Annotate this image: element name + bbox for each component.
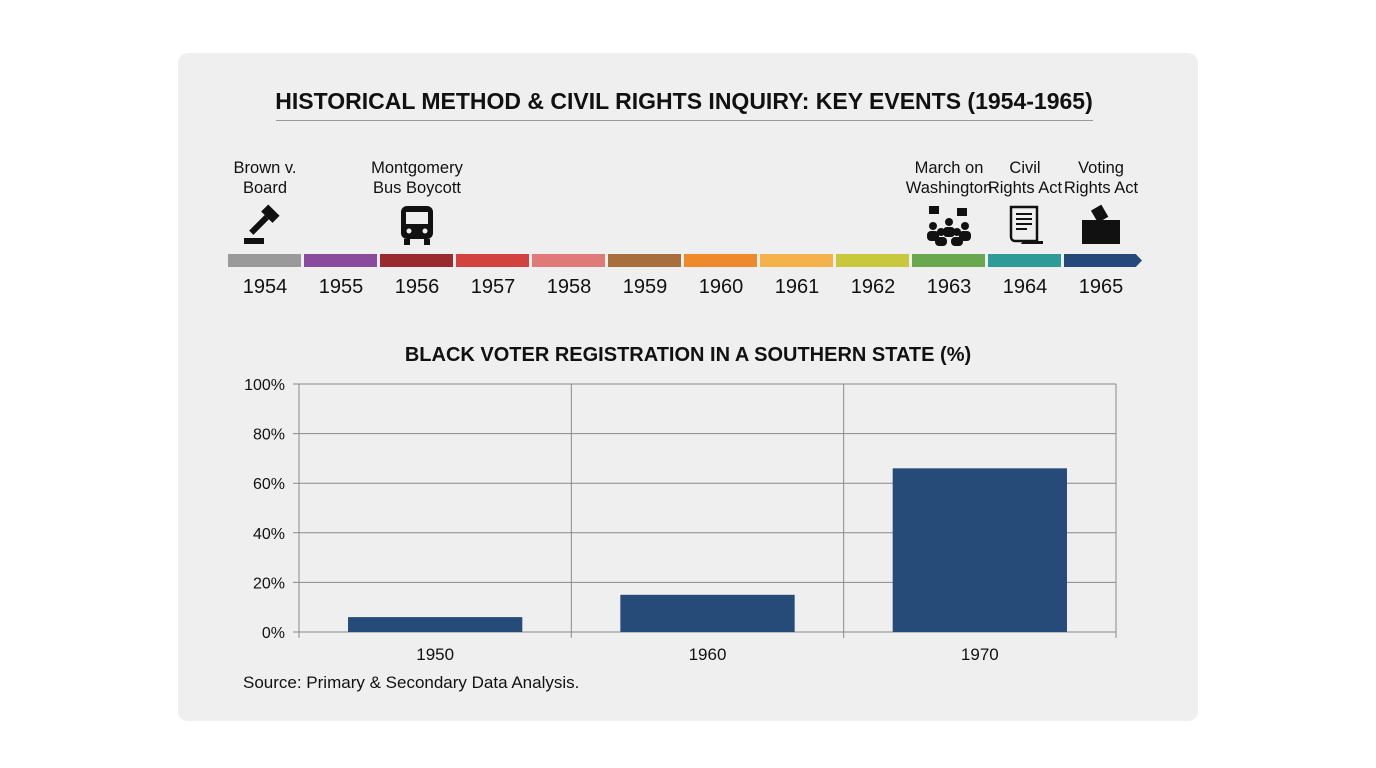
event-label-line2: Rights Act [987, 179, 1063, 197]
title-divider [276, 120, 1093, 121]
event-label-line2: Washington [905, 179, 993, 197]
timeline-year: 1958 [546, 276, 592, 298]
y-tick-label: 0% [262, 625, 285, 642]
event-label-line2: Bus Boycott [372, 179, 462, 197]
event-label-line2: Rights Act [1063, 179, 1139, 197]
event-label-line1: Montgomery [371, 159, 463, 177]
timeline-year: 1959 [622, 276, 668, 298]
timeline-segment-1962 [836, 254, 909, 267]
timeline-segment-1956 [380, 254, 453, 267]
bar-1960 [620, 594, 795, 632]
timeline-segment-1961 [760, 254, 833, 267]
event-label: Civil Rights Act [970, 158, 1080, 198]
timeline-segment-1959 [608, 254, 681, 267]
chart-title: BLACK VOTER REGISTRATION IN A SOUTHERN S… [404, 344, 972, 366]
scroll-document-icon [1005, 204, 1045, 251]
timeline-year: 1960 [698, 276, 744, 298]
x-tick-label: 1970 [961, 645, 999, 664]
x-tick-label: 1950 [416, 645, 454, 664]
y-tick-label: 100% [244, 377, 285, 394]
timeline-segment-1960 [684, 254, 757, 267]
bar-1970 [892, 468, 1067, 632]
timeline-segment-1958 [532, 254, 605, 267]
timeline-year: 1961 [774, 276, 820, 298]
timeline-segment-1965 [1064, 254, 1142, 267]
event-label: Montgomery Bus Boycott [362, 158, 472, 198]
timeline-segment-1954 [228, 254, 301, 267]
timeline-year: 1964 [1002, 276, 1048, 298]
y-tick-label: 60% [253, 476, 285, 493]
timeline-year: 1963 [926, 276, 972, 298]
timeline-year: 1962 [850, 276, 896, 298]
event-label-line2: Board [242, 179, 288, 197]
ballot-box-icon [1079, 204, 1123, 251]
x-tick-label: 1960 [689, 645, 727, 664]
timeline-segment-1963 [912, 254, 985, 267]
crowd-protest-icon [923, 204, 975, 251]
page-title: HISTORICAL METHOD & CIVIL RIGHTS INQUIRY… [275, 88, 1093, 114]
timeline-segment-1957 [456, 254, 529, 267]
y-tick-label: 20% [253, 575, 285, 592]
event-label-line1: Civil [1009, 159, 1041, 177]
event-label: Brown v. Board [210, 158, 320, 198]
event-label-line1: Brown v. [233, 159, 297, 177]
event-label: March on Washington [894, 158, 1004, 198]
bar-1950 [348, 617, 523, 632]
gavel-icon [242, 204, 288, 251]
y-tick-label: 80% [253, 427, 285, 444]
event-label-line1: Voting [1078, 159, 1124, 177]
timeline-year: 1954 [242, 276, 288, 298]
timeline-year: 1956 [394, 276, 440, 298]
bus-icon [398, 204, 436, 251]
event-label-line1: March on [914, 159, 984, 177]
timeline-segment-1964 [988, 254, 1061, 267]
timeline-segment-1955 [304, 254, 377, 267]
event-label: Voting Rights Act [1046, 158, 1156, 198]
timeline-year: 1955 [318, 276, 364, 298]
y-tick-label: 40% [253, 526, 285, 543]
timeline-year: 1965 [1078, 276, 1124, 298]
source-note: Source: Primary & Secondary Data Analysi… [243, 673, 580, 692]
timeline-year: 1957 [470, 276, 516, 298]
